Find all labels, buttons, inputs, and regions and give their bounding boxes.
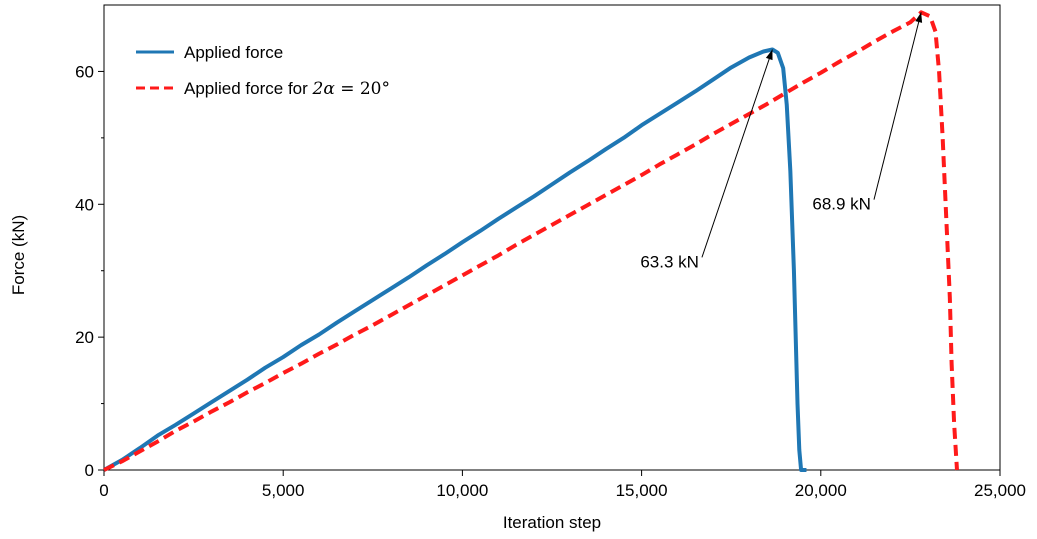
legend: Applied force Applied force for 2α = 20° (136, 43, 390, 99)
y-tick-label: 20 (75, 328, 94, 347)
annotation-arrow (873, 12, 922, 200)
annotation-arrowhead (765, 49, 773, 61)
plot-area (103, 4, 1001, 471)
x-tick-label: 10,000 (436, 481, 488, 500)
x-tick-label: 5,000 (262, 481, 305, 500)
legend-label-math-rest: = 20° (335, 79, 390, 99)
x-axis-label: Iteration step (503, 513, 601, 532)
annotation-arrow (701, 49, 773, 258)
y-tick-label: 40 (75, 195, 94, 214)
annotation-label: 68.9 kN (812, 195, 871, 214)
x-tick-label: 20,000 (795, 481, 847, 500)
legend-label-applied-force: Applied force (184, 43, 283, 62)
annotation-label: 63.3 kN (640, 252, 699, 271)
legend-label-math: 2α (312, 79, 336, 99)
legend-label-applied-force-20: Applied force for 2α = 20° (184, 79, 390, 99)
x-axis: 0 5,000 10,000 15,000 20,000 25,000 (99, 470, 1026, 500)
x-tick-label: 25,000 (974, 481, 1026, 500)
y-tick-label: 0 (85, 461, 94, 480)
series-line-applied-force-20 (103, 10, 959, 472)
x-tick-label: 0 (99, 481, 108, 500)
series-layer (103, 10, 959, 472)
legend-label-prefix: Applied force for (184, 79, 313, 98)
x-tick-label: 15,000 (616, 481, 668, 500)
series-line-applied-force (103, 47, 807, 472)
annotation-arrowhead (915, 12, 923, 23)
y-tick-label: 60 (75, 62, 94, 81)
y-axis: 0 20 40 60 (75, 62, 104, 480)
y-axis-label: Force (kN) (9, 215, 28, 295)
annotations: 63.3 kN 68.9 kN (640, 12, 923, 271)
